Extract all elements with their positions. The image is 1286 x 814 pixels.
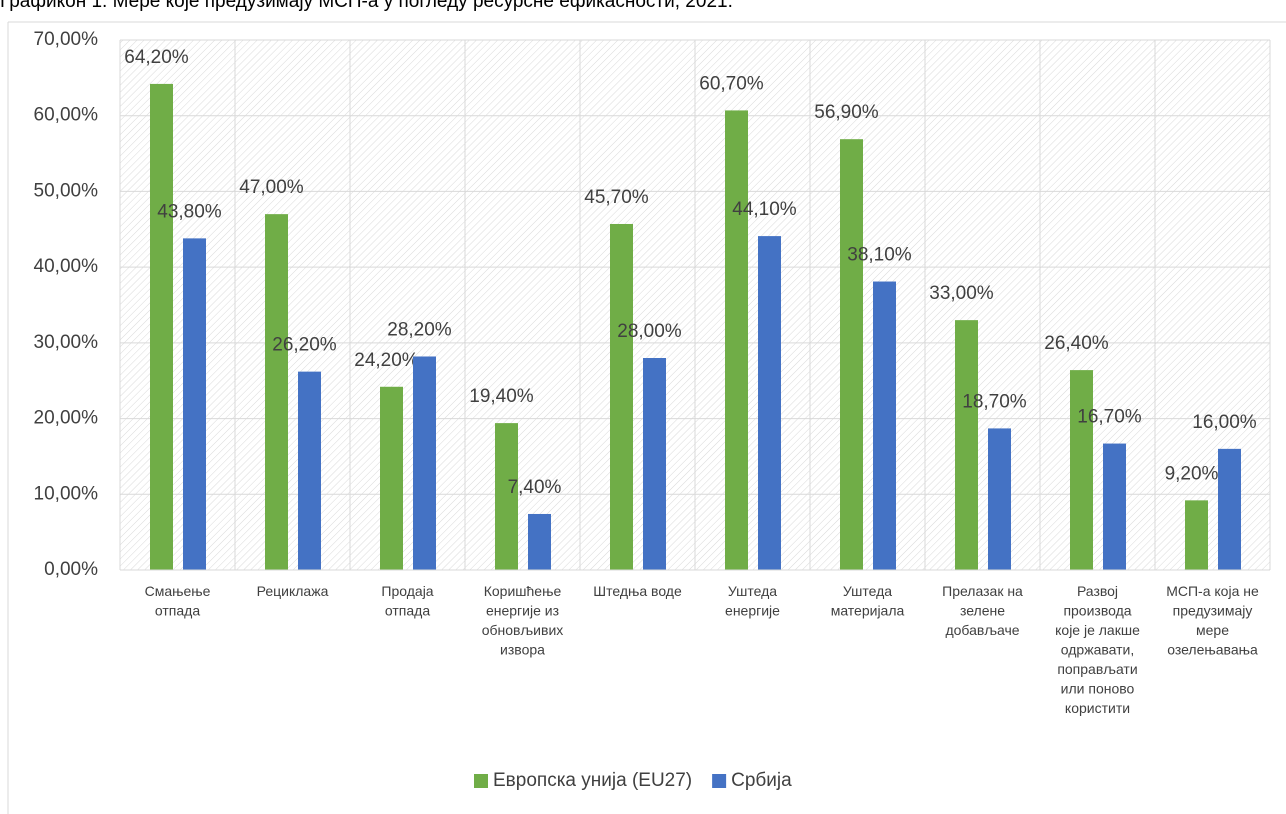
data-label: 47,00% (239, 177, 304, 198)
data-label: 43,80% (157, 201, 222, 222)
chart-title: Графикон 1. Мере које предузимају МСП-а … (0, 0, 733, 12)
data-label: 28,00% (617, 321, 682, 342)
bar (298, 371, 321, 570)
y-tick-label: 30,00% (34, 332, 99, 353)
data-label: 16,70% (1077, 407, 1142, 428)
y-tick-label: 50,00% (34, 180, 99, 201)
bar (495, 423, 518, 570)
data-label: 64,20% (124, 47, 189, 68)
y-tick-label: 10,00% (34, 483, 99, 504)
bar (265, 214, 288, 570)
bar (528, 513, 551, 570)
x-tick-label: Штедња воде (593, 583, 682, 599)
x-tick-label: Прелазак на зелене добављаче (942, 583, 1023, 638)
y-tick-label: 20,00% (34, 408, 99, 429)
data-label: 9,20% (1165, 463, 1219, 484)
y-tick-label: 40,00% (34, 256, 99, 277)
x-tick-label: Продаја отпада (381, 583, 433, 619)
x-tick-label: МСП-а која не предузимају мере озелењавања (1166, 583, 1259, 658)
bar (725, 110, 748, 571)
bar (150, 83, 173, 571)
y-tick-label: 60,00% (34, 105, 99, 126)
bar (873, 281, 896, 570)
bar (758, 236, 781, 570)
bar (1218, 448, 1241, 570)
data-label: 19,40% (469, 386, 534, 407)
data-label: 26,20% (272, 335, 337, 356)
legend-label: Србија (731, 770, 792, 791)
x-tick-label: Уштеда енергије (725, 583, 780, 619)
x-tick-label: Развој производа које је лакше одржавати, по… (1055, 583, 1140, 716)
data-label: 60,70% (699, 73, 764, 94)
bar (1070, 370, 1093, 570)
bar (1185, 500, 1208, 570)
bar (988, 428, 1011, 570)
bar (183, 238, 206, 570)
data-label: 16,00% (1192, 412, 1257, 433)
legend-swatch (712, 774, 727, 788)
bar (413, 356, 436, 570)
bar (840, 139, 863, 570)
data-label: 28,20% (387, 320, 452, 341)
data-label: 7,40% (508, 477, 562, 498)
x-tick-label: Смањење отпада (145, 583, 211, 619)
legend-swatch (474, 774, 488, 788)
data-label: 18,70% (962, 391, 1027, 412)
y-tick-label: 0,00% (44, 559, 98, 580)
x-tick-label: Коришћење енергије из обновљивих извора (482, 583, 564, 658)
data-label: 24,20% (354, 350, 419, 371)
data-label: 44,10% (732, 199, 797, 220)
y-tick-label: 70,00% (34, 29, 99, 50)
data-label: 33,00% (929, 283, 994, 304)
bar (610, 223, 633, 570)
data-label: 38,10% (847, 245, 912, 266)
x-tick-label: Рециклажа (257, 583, 329, 599)
bar (955, 320, 978, 570)
bar (380, 386, 403, 570)
x-tick-label: Уштеда материјала (831, 583, 905, 619)
bar (643, 358, 666, 570)
data-label: 56,90% (814, 102, 879, 123)
legend-label: Европска унија (EU27) (493, 770, 692, 791)
data-label: 45,70% (584, 187, 649, 208)
data-label: 26,40% (1044, 333, 1109, 354)
bar (1103, 443, 1126, 570)
